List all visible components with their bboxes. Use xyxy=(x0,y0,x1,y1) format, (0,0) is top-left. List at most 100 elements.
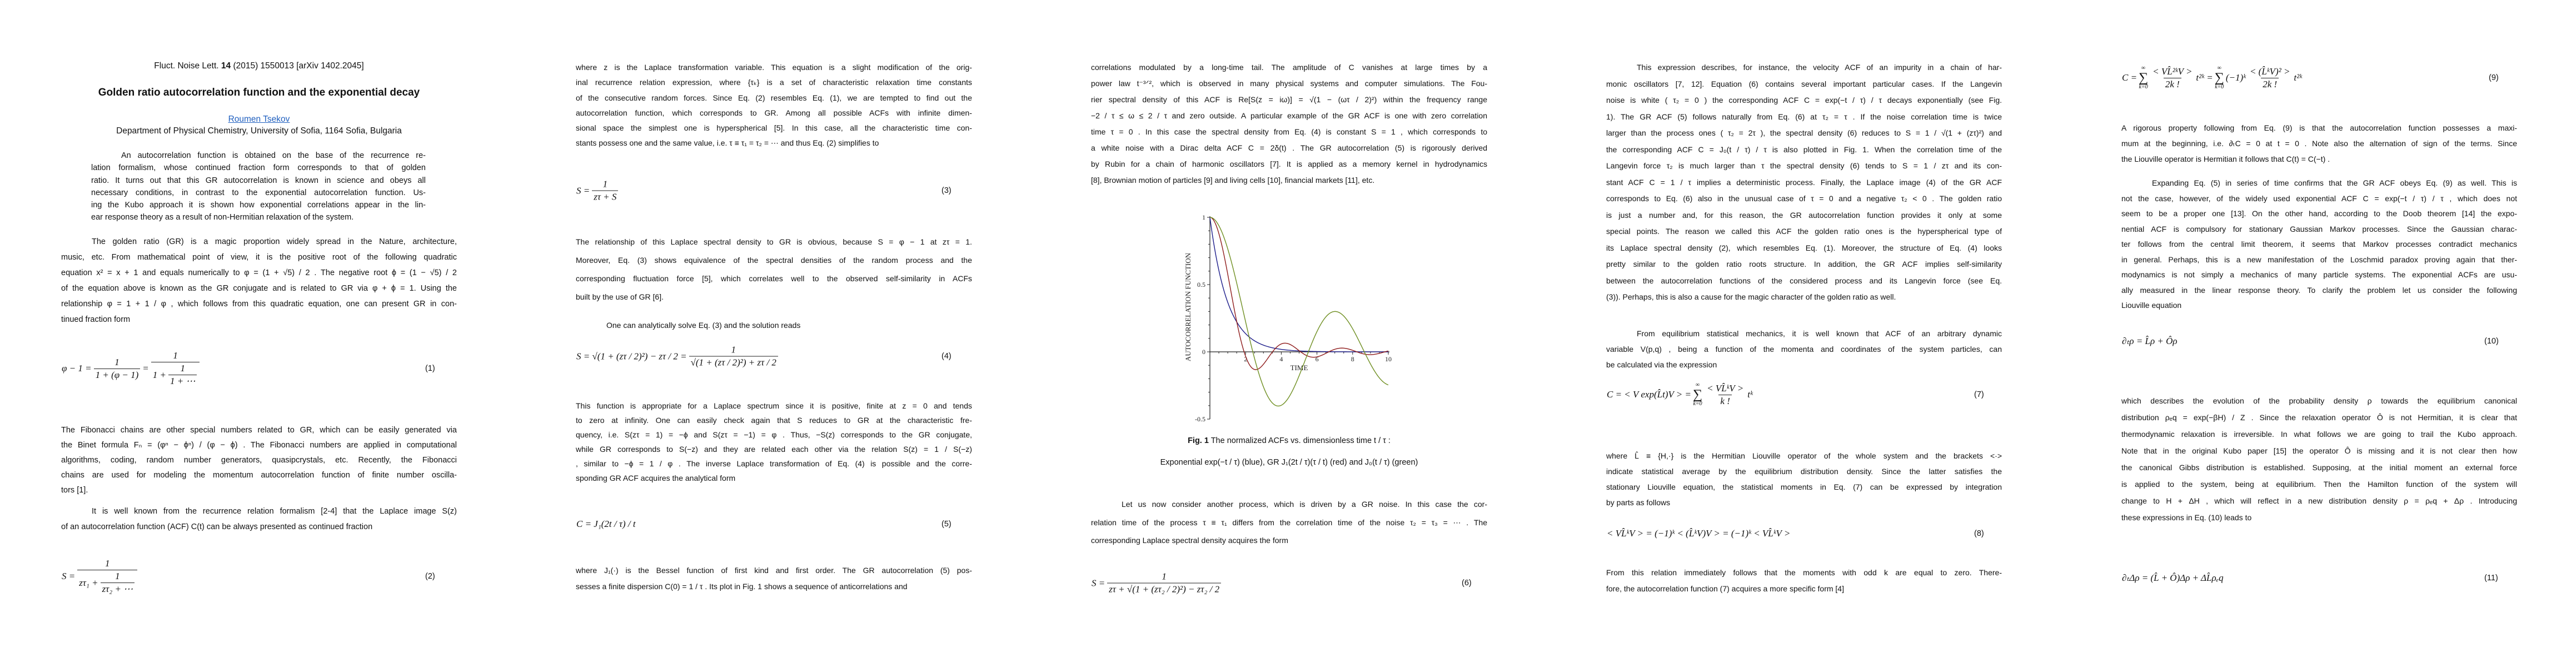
text-line: of the equation above is known as the GR… xyxy=(61,284,457,293)
text-line: monic oscillators [7, 12]. Equation (6) … xyxy=(1606,79,2002,88)
math-text: 1 xyxy=(104,558,110,569)
sum-limit: ∞ xyxy=(2217,65,2221,71)
x-axis-label: TIME xyxy=(1291,364,1308,372)
math-text: 1 xyxy=(115,571,120,581)
text-line: A rigorous property following from Eq. (… xyxy=(2121,123,2517,132)
text-line: sesses a finite dispersion C(0) = 1 / τ … xyxy=(576,582,908,591)
summation: ∞ ∑ k=0 xyxy=(1693,382,1702,407)
text-line: corresponding Laplace spectral density a… xyxy=(1091,536,1288,545)
text-line: corresponding fluctuation force [5], whi… xyxy=(576,274,972,283)
text-line: thermodynamic relaxation is irreversible… xyxy=(2121,430,2517,439)
math-text: 2k ! xyxy=(2263,78,2278,89)
math-text: tᵏ xyxy=(1747,389,1753,400)
numerator: 1 xyxy=(113,357,121,369)
text-line: variable V(p,q) , being a function of th… xyxy=(1606,345,2002,354)
x-tick-label: 4 xyxy=(1279,355,1283,363)
numerator: 1 xyxy=(1160,571,1168,583)
text-line: It is well known from the recurrence rel… xyxy=(92,507,457,516)
math-text: S = √(1 + (zτ / 2)²) − zτ / 2 = xyxy=(576,351,687,361)
math-text: 1 xyxy=(731,344,736,355)
math-text: = xyxy=(142,363,149,374)
text-line: relation time of the process τ ≡ τ₁ diff… xyxy=(1091,517,1487,527)
math-text: 1 xyxy=(173,350,178,361)
math-text: (−1)ᵏ xyxy=(2225,72,2246,83)
math-text: 1 + ⋯ xyxy=(170,376,196,386)
text-line: ear response theory as a result of non-H… xyxy=(91,213,354,222)
figure-caption-legend: Exponential exp(−t / τ) (blue), GR J₁(2t… xyxy=(1160,458,1418,467)
equation-3: S = 1 zτ + S xyxy=(576,179,620,203)
denominator: zτ + √(1 + (zτ₂ / 2)²) − zτ₂ / 2 xyxy=(1107,583,1222,595)
math-text: t²ᵏ = xyxy=(2196,72,2213,83)
math-text: ∂ₜρ = L̂ρ + Ôρ xyxy=(2122,336,2178,346)
equation-2: S = 1 zτ₁ +1 zτ₂ + ⋯ xyxy=(61,558,139,595)
text-line: ter follows from the central limit theor… xyxy=(2121,240,2517,248)
equation-number-1: (1) xyxy=(425,364,435,373)
text-line: Note that in the original Kubo paper [15… xyxy=(2121,446,2517,455)
text-line: the Binet formula Fₙ = (φⁿ − ϕⁿ) / (φ − … xyxy=(61,441,457,450)
text-line: This expression describes, for instance,… xyxy=(1637,63,2002,72)
fraction: 1 zτ₁ + 1 zτ₂ + ⋯ xyxy=(77,558,138,595)
equation-number-5: (5) xyxy=(941,520,951,529)
math-text: k ! xyxy=(1720,395,1730,406)
author-link[interactable]: Roumen Tsekov xyxy=(228,115,290,124)
paragraph-particular-cases: This expression describes, for instance,… xyxy=(1606,59,2002,306)
text-line: ally measured in the linear response the… xyxy=(2121,285,2517,295)
x-tick-label: 2 xyxy=(1244,355,1247,363)
math-text: φ − 1 = xyxy=(62,363,92,374)
equation-4: S = √(1 + (zτ / 2)²) − zτ / 2 = 1 √(1 + (z… xyxy=(576,345,780,369)
author-line: Roumen Tsekov xyxy=(61,115,457,125)
denominator: 1 + ⋯ xyxy=(168,375,197,387)
paper-title: Golden ratio autocorrelation function an… xyxy=(98,87,420,98)
text-line: time τ = 0 . In this case the spectral d… xyxy=(1091,127,1487,136)
math-text: < VL̂ᵏV > = (−1)ᵏ < (L̂ᵏV)V > = (−1)ᵏ < … xyxy=(1607,528,1791,539)
y-tick-label: -0.5 xyxy=(1195,415,1205,423)
sigma-symbol: ∑ xyxy=(1692,387,1703,402)
text-line: Let us now consider another process, whi… xyxy=(1122,500,1487,509)
fraction: 1 zτ₂ + ⋯ xyxy=(100,571,135,595)
fraction: 1 zτ + √(1 + (zτ₂ / 2)²) − zτ₂ / 2 xyxy=(1107,571,1222,595)
math-text: 1 xyxy=(602,178,608,190)
text-line: (3)). Perhaps, this is also a cause for … xyxy=(1606,292,1896,301)
text-line: Liouville equation xyxy=(2121,301,2182,310)
equation-number-9: (9) xyxy=(2489,73,2499,82)
text-line: of the consecutive random forces. Since … xyxy=(576,93,972,102)
y-tick-label: 0.5 xyxy=(1197,281,1205,288)
text-line: stants possess one and the same value, i… xyxy=(576,138,879,148)
fraction: 1 1 + ⋯ xyxy=(168,363,197,387)
sum-limit: k=0 xyxy=(2139,84,2148,90)
paragraph-recurrence: It is well known from the recurrence rel… xyxy=(61,504,457,535)
denominator: k ! xyxy=(1718,394,1732,407)
text-line: not the case, however, of the widely use… xyxy=(2121,193,2517,203)
text-line: built by the use of GR [6]. xyxy=(576,292,664,301)
equation-8: < VL̂ᵏV > = (−1)ᵏ < (L̂ᵏV)V > = (−1)ᵏ < … xyxy=(1606,528,1791,539)
numerator: 1 xyxy=(103,558,112,570)
text-line: to zero at infinity. One can easily chec… xyxy=(576,416,972,425)
summation: ∞ ∑ k=0 xyxy=(2215,66,2224,90)
text-line: distribution ρₑq = exp(−βH) / Z . Since … xyxy=(2121,413,2517,422)
numerator: 1 xyxy=(730,345,738,356)
text-line: sponding GR ACF acquires the analytical … xyxy=(576,474,736,482)
text-line: nential ACF is compulsory for stationary… xyxy=(2121,224,2517,233)
text-line: [8], Brownian motion of particles [9] an… xyxy=(1091,176,1375,185)
math-text: < VL̂²ᵏV > xyxy=(2153,66,2193,77)
equation-5: C = J₁(2t / τ) / t xyxy=(576,519,636,530)
text-line: where L̂ ≡ {H,·} is the Hermitian Liouvi… xyxy=(1606,451,2002,460)
math-text: S = xyxy=(1092,578,1105,588)
text-line: where z is the Laplace transformation va… xyxy=(576,63,972,72)
math-text: zτ₂ + ⋯ xyxy=(102,584,133,594)
text-line: necessary conditions, in contrast to the… xyxy=(91,188,426,197)
numerator: < (L̂ᵏV)² > xyxy=(2248,66,2291,78)
text-line: ratio. It turns out that this GR autocor… xyxy=(91,176,426,185)
summation: ∞ ∑ k=0 xyxy=(2139,66,2148,90)
math-text: 1 + xyxy=(152,369,166,380)
fraction: 1 1 + 1 1 + ⋯ xyxy=(151,350,200,387)
text-line: be calculated via the expression xyxy=(1606,360,1717,369)
series-line-bessel-j0 xyxy=(1209,217,1389,407)
journal-reference: Fluct. Noise Lett. 14 (2015) 1550013 [ar… xyxy=(61,61,457,71)
paragraph-golden-ratio: The golden ratio (GR) is a magic proport… xyxy=(61,234,457,327)
paragraph-fibonacci: The Fibonacci chains are other special n… xyxy=(61,423,457,498)
sum-limit: ∞ xyxy=(1695,382,1700,388)
denominator: 2k ! xyxy=(2163,77,2181,90)
numerator: 1 xyxy=(601,179,610,191)
math-text: S = xyxy=(62,571,76,581)
